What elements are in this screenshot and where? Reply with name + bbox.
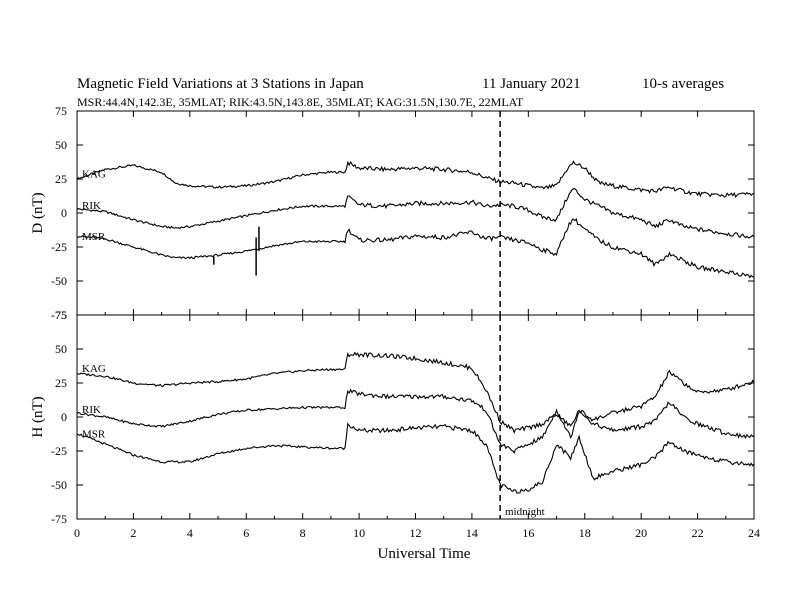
series-line-msr [76, 218, 755, 279]
panel-d-axes: 75 50 25 0 -25 -50 -75 [51, 104, 755, 322]
y-tick-label: -75 [51, 512, 67, 526]
x-tick-label: 10 [353, 526, 365, 540]
y-tick-label: -25 [51, 240, 67, 254]
y-tick-label: 0 [61, 206, 67, 220]
x-tick-label: 14 [466, 526, 478, 540]
series-line-rik [76, 188, 755, 239]
x-tick-label: 6 [243, 526, 249, 540]
y-tick-label: 75 [55, 308, 67, 322]
panel-h-ylabel: H (nT) [30, 396, 46, 437]
x-tick-label: 20 [635, 526, 647, 540]
series-label-rik: RIK [82, 200, 101, 212]
series-label-msr: MSR [82, 428, 106, 440]
y-tick-label: -25 [51, 444, 67, 458]
x-tick-label: 2 [130, 526, 136, 540]
y-tick-label: -50 [51, 478, 67, 492]
midnight-label: midnight [505, 506, 545, 518]
x-tick-label: 8 [300, 526, 306, 540]
x-tick-label: 18 [579, 526, 591, 540]
series-label-kag: KAG [82, 363, 106, 375]
series-line-rik [76, 388, 755, 454]
chart-subtitle: MSR:44.4N,142.3E, 35MLAT; RIK:43.5N,143.… [77, 95, 524, 109]
x-tick-label: 16 [522, 526, 534, 540]
chart-title: Magnetic Field Variations at 3 Stations … [77, 76, 364, 92]
x-tick-label: 12 [410, 526, 422, 540]
y-tick-label: -50 [51, 274, 67, 288]
series-line-msr [76, 422, 755, 494]
x-tick-label: 24 [748, 526, 760, 540]
x-tick-label: 22 [692, 526, 704, 540]
chart-averaging: 10-s averages [642, 76, 724, 92]
panel-d-ylabel: D (nT) [30, 192, 46, 233]
y-tick-label: 0 [61, 410, 67, 424]
chart-date: 11 January 2021 [482, 76, 581, 92]
x-axis-label: Universal Time [378, 546, 471, 562]
series-line-kag [76, 160, 755, 199]
y-tick-label: 25 [55, 172, 67, 186]
series-label-kag: KAG [82, 169, 106, 181]
y-tick-label: -75 [51, 308, 67, 322]
panel-d-frame [76, 110, 755, 316]
panel-d: D (nT) 75 50 25 0 -25 -50 -75 KAG RIK MSR [30, 104, 755, 322]
x-tick-label: 4 [187, 526, 193, 540]
y-tick-label: 50 [55, 342, 67, 356]
y-tick-label: 75 [55, 104, 67, 118]
y-tick-label: 25 [55, 376, 67, 390]
x-tick-label: 0 [74, 526, 80, 540]
panel-h-frame [76, 314, 755, 520]
series-line-kag [76, 351, 755, 434]
y-tick-label: 50 [55, 138, 67, 152]
series-label-rik: RIK [82, 404, 101, 416]
series-label-msr: MSR [82, 231, 106, 243]
